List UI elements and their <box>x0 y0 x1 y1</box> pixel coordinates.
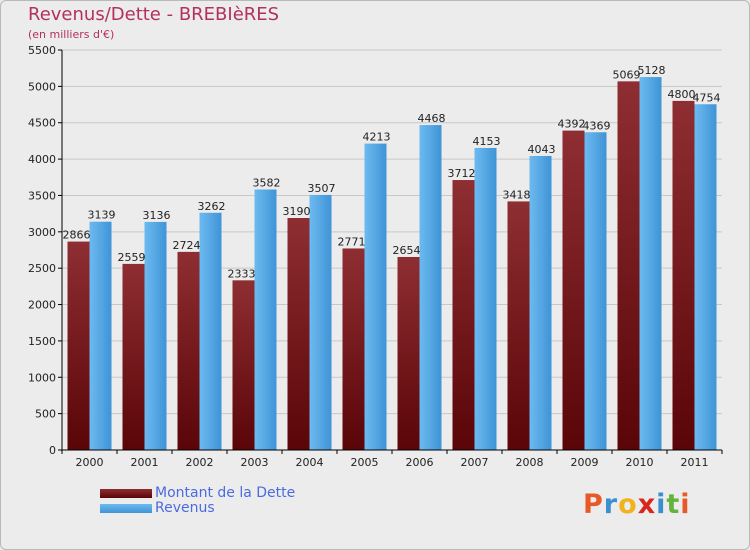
legend-label-debt: Montant de la Dette <box>155 485 296 501</box>
bars <box>67 77 717 451</box>
bar-debt <box>507 201 530 450</box>
data-label: 3582 <box>253 176 281 189</box>
data-label: 4392 <box>558 118 586 131</box>
bar-debt <box>177 251 200 450</box>
data-label: 4043 <box>528 143 556 156</box>
logo-letter: r <box>603 489 619 520</box>
x-tick-label: 2006 <box>406 456 434 469</box>
data-label: 3190 <box>283 205 311 218</box>
data-label: 5128 <box>638 64 666 77</box>
legend-swatch-revenue <box>100 504 152 513</box>
logo-letter: o <box>618 489 638 520</box>
bar-revenue <box>89 221 112 450</box>
data-label: 3507 <box>308 182 336 195</box>
x-tick-label: 2005 <box>351 456 379 469</box>
chart-subtitle: (en milliers d'€) <box>28 28 115 41</box>
data-label: 4213 <box>363 131 391 144</box>
bar-debt <box>672 100 695 450</box>
data-label: 4153 <box>473 135 501 148</box>
x-tick-label: 2001 <box>131 456 159 469</box>
x-tick-label: 2003 <box>241 456 269 469</box>
logo-letter: i <box>656 489 667 520</box>
data-label: 4369 <box>583 119 611 132</box>
data-label: 5069 <box>613 68 641 81</box>
bar-revenue <box>584 132 607 450</box>
logo-letter: P <box>583 489 604 520</box>
x-tick-label: 2009 <box>571 456 599 469</box>
legend-swatch-debt <box>100 489 152 498</box>
y-tick-label: 2000 <box>28 299 56 312</box>
bar-revenue <box>254 189 277 450</box>
data-label: 4468 <box>418 112 446 125</box>
bar-revenue <box>419 125 442 451</box>
bar-debt <box>397 256 420 450</box>
data-label: 3262 <box>198 200 226 213</box>
data-label: 2724 <box>173 239 201 252</box>
data-label: 2654 <box>393 244 421 257</box>
bar-debt <box>287 218 310 450</box>
y-tick-label: 1500 <box>28 335 56 348</box>
proxiti-logo: Proxiti <box>583 489 691 520</box>
legend-label-revenue: Revenus <box>155 500 215 516</box>
y-tick-label: 5000 <box>28 80 56 93</box>
y-tick-label: 1000 <box>28 371 56 384</box>
x-tick-label: 2007 <box>461 456 489 469</box>
logo-letter: t <box>666 489 681 520</box>
data-label: 2333 <box>228 267 256 280</box>
x-tick-label: 2004 <box>296 456 324 469</box>
y-tick-label: 2500 <box>28 262 56 275</box>
chart-title: Revenus/Dette - BREBIèRES <box>28 4 280 25</box>
data-label: 2866 <box>63 229 91 242</box>
data-label: 3712 <box>448 167 476 180</box>
x-tick-label: 2011 <box>681 456 709 469</box>
y-tick-label: 500 <box>35 408 56 421</box>
x-tick-label: 2010 <box>626 456 654 469</box>
data-label: 3418 <box>503 188 531 201</box>
y-tick-label: 3000 <box>28 226 56 239</box>
bar-revenue <box>199 212 222 450</box>
bar-debt <box>122 263 145 450</box>
bar-revenue <box>694 104 717 450</box>
bar-debt <box>67 241 90 450</box>
data-label: 3139 <box>88 209 116 222</box>
bar-revenue <box>474 147 497 451</box>
bar-debt <box>617 81 640 450</box>
grid-lines <box>62 49 722 415</box>
data-label: 3136 <box>143 209 171 222</box>
bar-debt <box>232 280 255 450</box>
bar-debt <box>562 130 585 450</box>
bar-revenue <box>144 221 167 450</box>
bar-revenue <box>309 194 332 450</box>
data-labels: 2866 3139 2559 3136 2724 3262 2333 3582 3190 3507… <box>63 64 721 280</box>
data-label: 4800 <box>668 88 696 101</box>
x-tick-label: 2008 <box>516 456 544 469</box>
logo-letter: i <box>680 489 691 520</box>
axes: 0 500 1000 1500 2000 2500 3000 3500 4000 4500 5000… <box>28 44 723 469</box>
y-tick-label: 0 <box>49 444 56 457</box>
data-label: 2559 <box>118 251 146 264</box>
data-label: 2771 <box>338 235 366 248</box>
x-tick-label: 2000 <box>76 456 104 469</box>
bar-revenue <box>529 155 552 451</box>
bar-revenue <box>364 143 387 450</box>
bar-revenue <box>639 77 662 451</box>
y-tick-label: 3500 <box>28 189 56 202</box>
logo-letter: x <box>637 489 657 520</box>
bar-debt <box>452 180 475 450</box>
y-tick-label: 4000 <box>28 153 56 166</box>
y-tick-label: 4500 <box>28 117 56 130</box>
data-label: 4754 <box>693 91 721 104</box>
y-tick-label: 5500 <box>28 44 56 57</box>
x-tick-label: 2002 <box>186 456 214 469</box>
bar-debt <box>342 248 365 450</box>
